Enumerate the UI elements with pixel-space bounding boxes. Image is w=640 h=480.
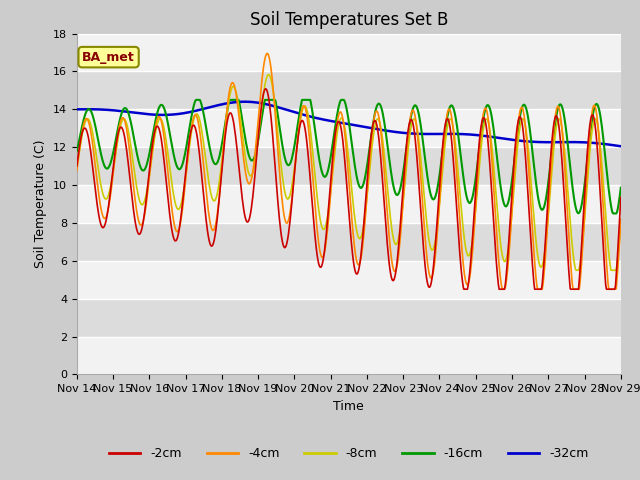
-8cm xyxy=(216,177,223,182)
-2cm xyxy=(448,137,456,143)
-32cm xyxy=(73,107,81,112)
-4cm xyxy=(216,190,223,196)
-32cm xyxy=(216,102,223,108)
Bar xyxy=(77,261,621,299)
-2cm xyxy=(216,192,223,198)
Bar xyxy=(77,223,621,261)
-32cm xyxy=(193,108,200,114)
Bar xyxy=(77,72,621,109)
Bar xyxy=(77,109,621,147)
-4cm xyxy=(193,112,200,118)
Bar xyxy=(77,147,621,185)
-8cm xyxy=(568,237,575,242)
-4cm xyxy=(264,50,271,56)
-4cm xyxy=(617,216,625,222)
-4cm xyxy=(568,283,576,288)
X-axis label: Time: Time xyxy=(333,400,364,413)
-16cm xyxy=(73,148,81,154)
-4cm xyxy=(448,114,456,120)
-4cm xyxy=(394,257,402,263)
-16cm xyxy=(568,178,575,183)
Bar xyxy=(77,336,621,374)
Line: -4cm: -4cm xyxy=(77,53,621,289)
-2cm xyxy=(568,286,576,292)
Line: -8cm: -8cm xyxy=(77,74,621,270)
-2cm xyxy=(461,286,468,292)
-32cm xyxy=(617,144,625,149)
-2cm xyxy=(617,194,625,200)
-2cm xyxy=(341,161,349,167)
-16cm xyxy=(609,211,617,216)
-8cm xyxy=(448,118,456,123)
-8cm xyxy=(193,111,200,117)
-8cm xyxy=(265,72,273,77)
Bar xyxy=(77,299,621,336)
-16cm xyxy=(394,192,402,197)
Legend: -2cm, -4cm, -8cm, -16cm, -32cm: -2cm, -4cm, -8cm, -16cm, -32cm xyxy=(104,442,594,465)
Line: -32cm: -32cm xyxy=(77,102,621,146)
Line: -2cm: -2cm xyxy=(77,89,621,289)
-4cm xyxy=(341,132,349,138)
-2cm xyxy=(193,129,200,134)
-8cm xyxy=(73,165,81,171)
-8cm xyxy=(394,238,402,244)
-16cm xyxy=(448,103,456,108)
-32cm xyxy=(394,130,402,135)
Text: BA_met: BA_met xyxy=(82,51,135,64)
-4cm xyxy=(73,168,81,174)
-16cm xyxy=(617,185,625,191)
-32cm xyxy=(341,120,349,126)
-16cm xyxy=(193,97,201,103)
-8cm xyxy=(341,126,349,132)
Line: -16cm: -16cm xyxy=(77,100,621,214)
-16cm xyxy=(216,149,224,155)
Bar xyxy=(77,185,621,223)
-16cm xyxy=(193,97,200,103)
-2cm xyxy=(73,163,81,169)
-32cm xyxy=(241,99,248,105)
Bar xyxy=(77,34,621,72)
-2cm xyxy=(394,251,402,257)
-8cm xyxy=(572,267,580,273)
-4cm xyxy=(499,286,507,292)
-16cm xyxy=(341,99,349,105)
-8cm xyxy=(617,220,625,226)
Y-axis label: Soil Temperature (C): Soil Temperature (C) xyxy=(35,140,47,268)
-2cm xyxy=(262,86,269,92)
-32cm xyxy=(568,139,575,145)
Title: Soil Temperatures Set B: Soil Temperatures Set B xyxy=(250,11,448,29)
-32cm xyxy=(448,131,456,137)
